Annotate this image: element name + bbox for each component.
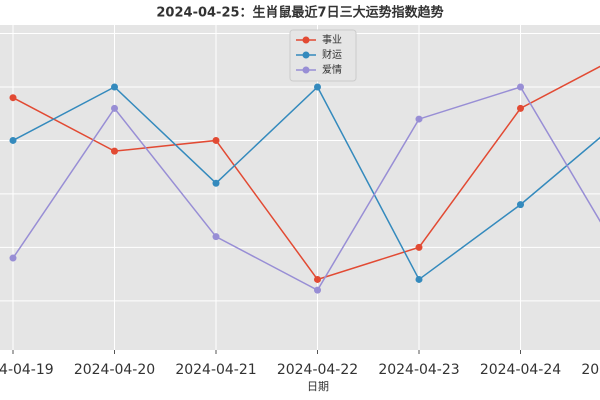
x-tick-label: 2024-04-23	[378, 362, 459, 378]
point	[314, 286, 321, 294]
point	[212, 233, 220, 241]
x-axis-label: 日期	[307, 380, 329, 393]
point	[9, 254, 17, 262]
point	[314, 83, 321, 91]
point	[415, 275, 423, 283]
point	[415, 243, 423, 251]
x-tick-label: 2024-04-20	[74, 362, 155, 378]
point	[111, 104, 118, 112]
legend-label: 事业	[322, 33, 342, 46]
x-tick-label: 2024-04-19	[0, 362, 54, 378]
point	[415, 115, 423, 123]
x-tick-label: 2024-04-22	[277, 362, 358, 378]
point	[111, 83, 118, 91]
legend-marker	[302, 66, 310, 74]
point	[517, 83, 524, 91]
point	[314, 275, 321, 283]
x-tick-label: 2024-04-21	[175, 362, 256, 378]
point	[111, 147, 118, 155]
x-tick-label: 2024-04-25	[581, 362, 600, 378]
grid: 2024-04-19 2024-04-20 2024-04-21 2024-04-22…	[0, 25, 600, 378]
lines	[9, 65, 600, 294]
legend-marker	[302, 36, 310, 44]
x-tick-label: 2024-04-24	[480, 362, 561, 378]
legend-marker	[302, 51, 310, 59]
point	[517, 201, 524, 209]
point	[517, 104, 524, 112]
point	[9, 136, 17, 144]
chart-title: 2024-04-25：生肖鼠最近7日三大运势指数趋势	[156, 5, 443, 21]
point	[212, 136, 220, 144]
point	[212, 179, 220, 187]
legend-label: 爱情	[322, 63, 342, 76]
point	[9, 94, 17, 102]
legend-label: 财运	[322, 48, 342, 61]
